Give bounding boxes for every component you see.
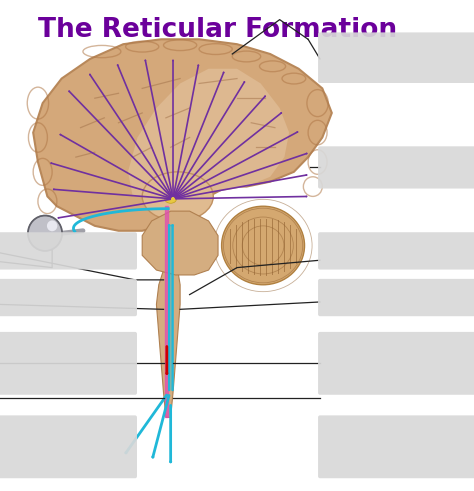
FancyBboxPatch shape [0,279,137,316]
FancyBboxPatch shape [318,332,474,395]
FancyBboxPatch shape [0,232,137,270]
Polygon shape [128,69,289,196]
FancyBboxPatch shape [318,32,474,83]
Ellipse shape [142,172,213,221]
Text: The Reticular Formation: The Reticular Formation [38,17,398,43]
Ellipse shape [28,216,62,251]
Polygon shape [156,270,180,417]
FancyBboxPatch shape [318,232,474,270]
Polygon shape [33,39,332,231]
FancyBboxPatch shape [0,332,137,395]
FancyBboxPatch shape [318,279,474,316]
Ellipse shape [222,206,305,285]
Ellipse shape [47,220,57,231]
FancyBboxPatch shape [318,146,474,189]
Polygon shape [165,206,168,417]
Polygon shape [142,211,218,275]
FancyBboxPatch shape [0,415,137,478]
Ellipse shape [164,194,176,203]
FancyBboxPatch shape [318,415,474,478]
